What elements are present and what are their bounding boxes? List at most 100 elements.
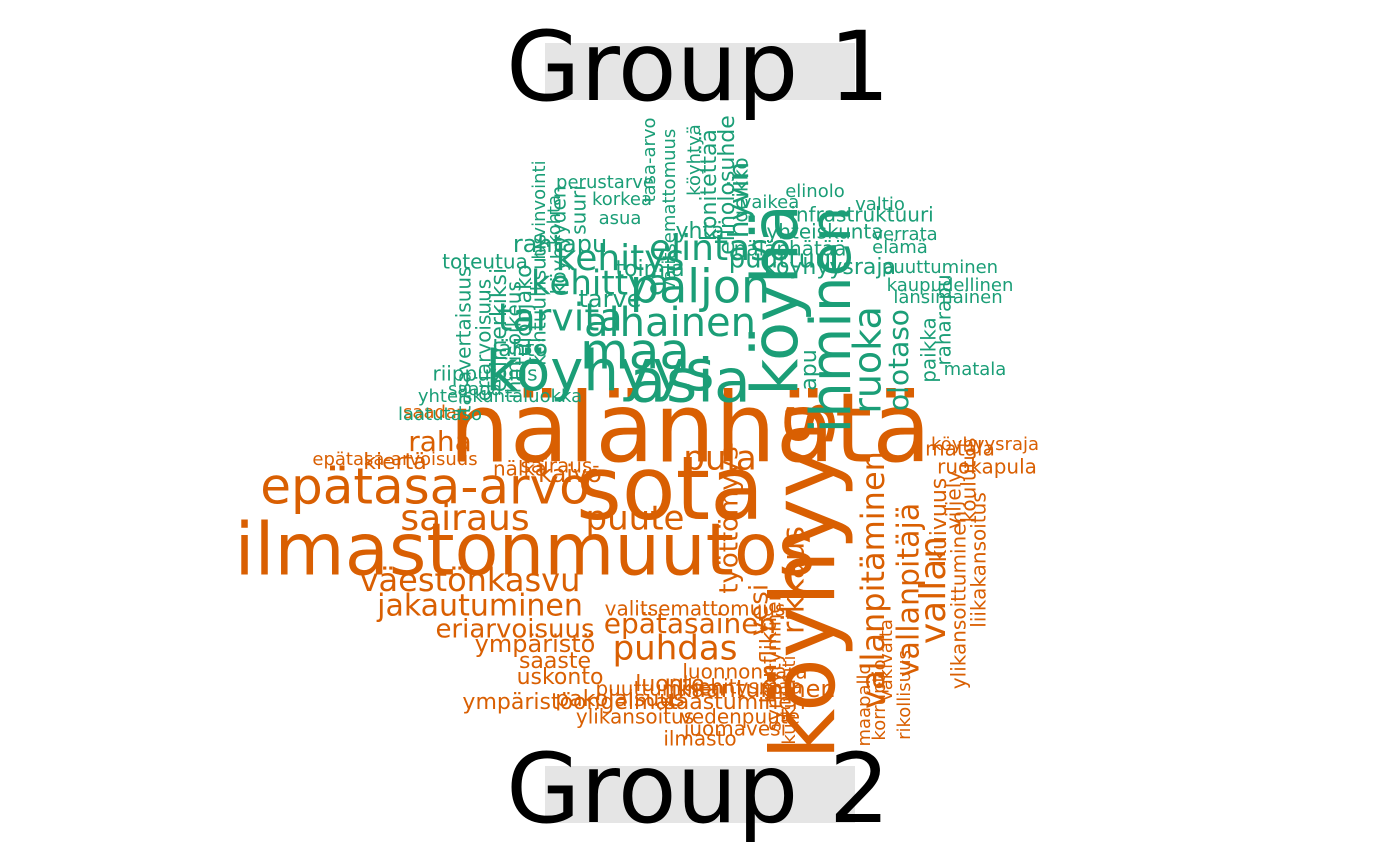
group-1-word: yhtä	[675, 219, 724, 244]
group-1-word: apu	[797, 349, 822, 390]
group-2-word: jakautuminen	[376, 589, 583, 624]
group-1-word: eriarvoisuus	[472, 279, 496, 401]
group-1-word: köyhtyä	[684, 124, 705, 196]
group-2-word: luonnonvara	[682, 660, 807, 684]
group-1-word: elinolosuhde	[715, 115, 740, 255]
group-1-word: tarvita	[497, 296, 622, 340]
group-2-word: sairaus-	[520, 454, 599, 478]
group-1-word: ihminen	[799, 207, 864, 434]
group-2-word: rikollisuus	[894, 650, 915, 740]
group-2-word: vedenpuute	[680, 705, 800, 729]
group-1-word: elinolo	[785, 181, 845, 202]
group-1-word: esimerkiksi	[487, 268, 512, 392]
group-2-word: kaivo	[538, 460, 602, 488]
group-2-word: uskonto	[517, 665, 604, 690]
group-1-word: asia	[629, 347, 750, 417]
group-2-word: vallanpitäminen	[854, 451, 892, 709]
group-1-word: perustarve	[556, 172, 654, 193]
group-1-word: kehittyä	[531, 264, 669, 304]
group-1-word: rahtapu	[513, 230, 607, 258]
group-1-word: asua	[599, 208, 642, 229]
group-2-word: luonto	[635, 672, 705, 697]
group-1-word: matala	[944, 359, 1007, 380]
group-1-word: kaupudellinen	[887, 275, 1014, 296]
group-1-header: Group 1	[506, 11, 890, 123]
group-2-word: epätasa-arvo	[260, 458, 590, 516]
group-2-word: viljely	[942, 471, 966, 529]
group-1-word: suuri	[567, 185, 591, 235]
group-1-word: köyhyyden	[547, 186, 571, 295]
group-1-word: lähtö	[492, 337, 548, 362]
group-2-word: ruokapula	[937, 455, 1037, 479]
group-2-word: sairaus	[400, 498, 529, 539]
group-1-word: alhainen	[584, 300, 756, 346]
group-1-word: toimia	[615, 257, 684, 282]
group-1-word: olotaso	[882, 309, 915, 411]
group-1-word: puuttuminen	[882, 257, 998, 278]
group-2-word: väestönkasvu	[360, 561, 581, 599]
group-1-word: riippuvuus	[432, 362, 537, 386]
group-2-word: konflikti	[757, 617, 782, 704]
group-1-word: köyhyysraja	[764, 255, 896, 280]
group-2-word: köyhyysraja	[931, 434, 1039, 455]
group-1-word: tasa-arvo	[639, 117, 660, 202]
group-1-word: ihmisoikeus	[502, 281, 526, 399]
group-2-word: saada	[403, 402, 457, 423]
group-2-word: nälänhätä	[449, 372, 931, 484]
group-1-word: yhteiskuntaluokka	[418, 386, 582, 407]
group-1-word: kohtuullisuus	[527, 234, 551, 366]
group-1-word: laatutaso	[398, 404, 482, 425]
group-2-word: korruptio	[869, 659, 890, 740]
group-2-word: saaste	[519, 649, 591, 674]
group-2-word: pula	[683, 439, 756, 479]
group-2-word: kehitysmaa	[687, 675, 803, 699]
group-2-header: Group 2	[506, 733, 890, 845]
group-1-word: verrata	[872, 224, 937, 245]
group-2-word: ilmasto	[663, 727, 736, 751]
group-2-word: epätasa-arvoisuus	[312, 449, 477, 470]
group-2-word: kulkutauti	[779, 655, 800, 744]
group-2-word: matala	[925, 437, 995, 461]
group-1-word: elintaso	[649, 228, 791, 269]
group-1-word: geikko	[729, 157, 753, 222]
group-1-word: infrastruktuuri	[790, 203, 933, 227]
group-2-word: ilmastonmuutos	[235, 508, 816, 592]
group-1-word: saada	[448, 379, 502, 400]
group-1-word: tasavertaisuus	[452, 267, 476, 414]
group-2-word: epätasainen	[604, 607, 777, 640]
group-2-word: puute	[586, 499, 685, 539]
group-2-word: köyhyys	[752, 400, 855, 760]
group-2-word: valitsemattomuus	[605, 597, 786, 621]
group-1-word: maa	[580, 323, 690, 381]
group-1-word: valtio	[855, 194, 905, 215]
group-2-word: ympäristö	[475, 630, 596, 658]
group-1-word: tarve	[579, 285, 642, 313]
group-2-word: sota	[576, 437, 764, 540]
group-1-word: paikka	[917, 317, 941, 383]
group-2-word: puhdas	[613, 629, 738, 669]
group-1-word: puuttuu	[729, 245, 832, 275]
group-2-word: maapallo	[854, 663, 875, 746]
group-1-word: paljon	[630, 260, 770, 314]
group-2-word: vallan	[913, 536, 954, 644]
group-2-word: nälkä	[493, 457, 547, 481]
group-2-word: kuivuus	[927, 478, 952, 563]
group-2-words: nälänhätäsotaköyhyysilmastonmuutosepätas…	[235, 372, 1039, 759]
group-1-word: yhteiskunta	[766, 220, 883, 244]
group-1-word: vaikea	[741, 192, 800, 213]
group-1-word: valitsemattomuus	[659, 129, 680, 292]
group-2-word: rikkaus	[777, 526, 812, 634]
group-2-word: väkivalta	[876, 619, 897, 701]
group-1-word: elämä	[872, 237, 928, 258]
group-2-word: kiertä	[363, 450, 427, 475]
group-1-word: konitettää	[697, 129, 722, 241]
group-1-label: Group 1	[506, 11, 890, 123]
group-1-word: kehitys	[556, 238, 685, 279]
group-2-word: saastuminen	[664, 690, 805, 715]
group-1-word: hyvinvointi	[529, 160, 550, 259]
group-1-word: nälänhätää	[734, 237, 847, 261]
group-1-word: toteutua	[442, 250, 528, 274]
group-2-word: ylikansoitus	[576, 705, 694, 729]
